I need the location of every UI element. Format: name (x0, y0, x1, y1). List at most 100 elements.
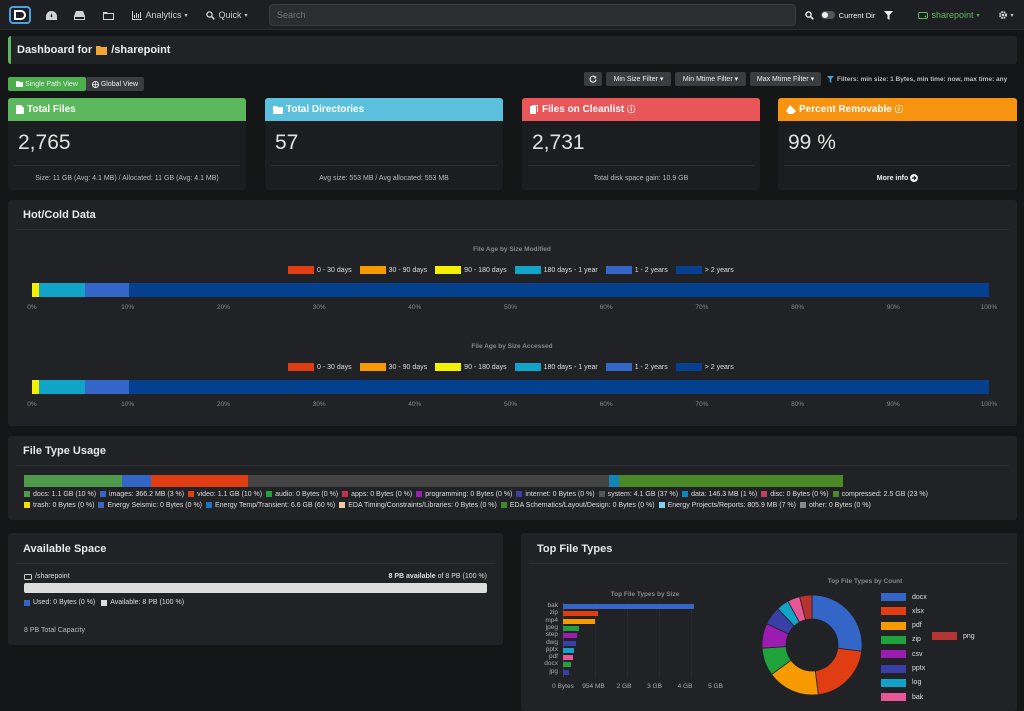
bar-segment[interactable] (84, 283, 129, 297)
donut-slice-png[interactable] (799, 594, 813, 621)
storage-icon[interactable] (68, 0, 90, 30)
bar[interactable] (563, 618, 595, 624)
bar[interactable] (563, 625, 579, 631)
bar[interactable] (563, 662, 571, 668)
diskover-logo[interactable] (4, 0, 36, 30)
index-selector[interactable]: sharepoint ▾ (914, 0, 984, 30)
more-info-link[interactable]: More info (784, 165, 1011, 190)
top-navbar: Analytics▾ Quick▾ Current Dir sharepoint… (0, 0, 1024, 30)
title-path[interactable]: /sharepoint (111, 44, 171, 56)
help-icon[interactable]: ⓘ (627, 105, 636, 114)
legend-item[interactable]: 180 days - 1 year (514, 363, 598, 371)
file-type-legend-item[interactable]: Energy Projects/Reports: 805.9 MB (7 %) (658, 500, 796, 511)
arrow-circle-right-icon (910, 174, 919, 182)
bar-segment[interactable] (38, 380, 85, 394)
donut-legend-item[interactable]: docx (881, 593, 927, 601)
file-type-legend-item[interactable]: video: 1.1 GB (10 %) (188, 489, 262, 500)
file-type-segment[interactable] (248, 475, 609, 487)
help-icon[interactable]: ⓘ (894, 105, 903, 114)
filter-icon[interactable] (882, 0, 894, 30)
legend-item[interactable]: 0 - 30 days (288, 266, 352, 274)
min-size-filter-button[interactable]: Min Size Filter ▾ (606, 72, 671, 86)
donut-legend-item[interactable]: log (881, 678, 921, 687)
bar-segment[interactable] (32, 283, 39, 297)
bar[interactable] (563, 633, 578, 639)
file-type-legend-item[interactable]: Energy Seismic: 0 Bytes (0 %) (98, 500, 202, 511)
axis-tick-label: 60% (599, 304, 613, 311)
file-type-segment[interactable] (609, 475, 619, 487)
bar[interactable] (563, 604, 695, 609)
file-type-legend-item[interactable]: system: 4.1 GB (37 %) (598, 489, 678, 500)
refresh-button[interactable] (584, 72, 602, 86)
donut-legend-item[interactable]: zip (881, 635, 921, 644)
legend-item[interactable]: > 2 years (675, 363, 734, 371)
bar[interactable] (563, 640, 576, 646)
bar[interactable] (563, 611, 599, 617)
eraser-icon (786, 105, 796, 114)
quick-menu[interactable]: Quick ▾ (201, 0, 253, 30)
bar-segment[interactable] (32, 380, 39, 394)
legend-item[interactable]: 180 days - 1 year (514, 266, 598, 274)
bar-segment[interactable] (128, 380, 989, 394)
analytics-menu[interactable]: Analytics ▾ (128, 0, 192, 30)
legend-item[interactable]: 1 - 2 years (605, 363, 668, 371)
donut-slice-xlsx[interactable] (814, 647, 863, 696)
file-type-legend-item[interactable]: compressed: 2.5 GB (23 %) (832, 489, 928, 500)
file-type-legend-item[interactable]: audio: 0 Bytes (0 %) (266, 489, 338, 500)
bar[interactable] (563, 669, 570, 675)
file-type-legend-item[interactable]: EDA Schematics/Layout/Design: 0 Bytes (0… (500, 500, 655, 511)
file-type-segment[interactable] (24, 475, 122, 487)
file-type-segment[interactable] (618, 475, 843, 487)
donut-legend-item[interactable]: xlsx (881, 607, 924, 616)
file-type-legend-item[interactable]: images: 366.2 MB (3 %) (100, 489, 184, 500)
file-type-legend-item[interactable]: disc: 0 Bytes (0 %) (761, 489, 829, 500)
file-type-legend-item[interactable]: internet: 0 Bytes (0 %) (516, 489, 595, 500)
legend-item[interactable]: 1 - 2 years (605, 266, 668, 274)
single-path-view-button[interactable]: Single Path View (8, 77, 86, 91)
bar[interactable] (563, 655, 573, 661)
donut-legend-item[interactable]: png (932, 632, 975, 640)
file-type-legend-item[interactable]: data: 146.3 MB (1 %) (682, 489, 757, 500)
min-mtime-filter-button[interactable]: Min Mtime Filter ▾ (675, 72, 746, 86)
settings-menu[interactable]: ▾ (994, 0, 1018, 30)
file-type-segment[interactable] (121, 475, 151, 487)
dashboard-icon[interactable] (40, 0, 62, 30)
donut-legend-item[interactable]: bak (881, 693, 923, 702)
file-type-legend-item[interactable]: other: 0 Bytes (0 %) (799, 500, 871, 511)
donut-slice-docx[interactable] (811, 594, 863, 652)
file-type-legend-item[interactable]: programming: 0 Bytes (0 %) (416, 489, 512, 500)
toggle-switch[interactable] (820, 11, 835, 19)
file-type-legend-item[interactable]: Energy Temp/Transient: 6.6 GB (60 %) (206, 500, 335, 511)
legend-item[interactable]: > 2 years (675, 266, 734, 274)
legend-item[interactable]: 90 - 180 days (435, 363, 507, 371)
legend-item[interactable]: 90 - 180 days (435, 266, 507, 274)
folder-icon[interactable] (97, 0, 119, 30)
divider (16, 563, 495, 564)
file-type-legend-item[interactable]: EDA Timing/Constraints/Libraries: 0 Byte… (339, 500, 497, 511)
bar-segment[interactable] (84, 380, 129, 394)
bar[interactable] (563, 647, 575, 653)
legend-label: pdf (912, 622, 922, 630)
global-view-button[interactable]: Global View (86, 77, 144, 91)
legend-swatch (514, 266, 541, 274)
bar-segment[interactable] (128, 283, 989, 297)
donut-legend-item[interactable]: pdf (881, 621, 922, 630)
max-mtime-filter-button[interactable]: Max Mtime Filter ▾ (750, 72, 821, 86)
file-type-legend-item[interactable]: docs: 1.1 GB (10 %) (24, 489, 96, 500)
legend-item[interactable]: 30 - 90 days (359, 363, 427, 371)
file-type-segment[interactable] (150, 475, 249, 487)
current-dir-toggle[interactable]: Current Dir (820, 0, 876, 30)
file-type-legend: docs: 1.1 GB (10 %) images: 366.2 MB (3 %… (24, 489, 999, 511)
axis-tick-label: 50% (503, 401, 518, 408)
legend-item[interactable]: 0 - 30 days (288, 363, 352, 371)
file-type-legend-item[interactable]: apps: 0 Bytes (0 %) (342, 489, 412, 500)
legend-swatch (100, 490, 107, 497)
search-input[interactable] (269, 4, 796, 26)
donut-legend-item[interactable]: csv (881, 650, 923, 659)
file-type-legend-item[interactable]: trash: 0 Bytes (0 %) (24, 500, 94, 511)
legend-item[interactable]: 30 - 90 days (359, 266, 427, 274)
search-icon[interactable] (802, 0, 816, 30)
bar-segment[interactable] (38, 283, 85, 297)
donut-legend-item[interactable]: pptx (881, 664, 925, 673)
bar-axis-tick: 2 GB (616, 683, 632, 690)
